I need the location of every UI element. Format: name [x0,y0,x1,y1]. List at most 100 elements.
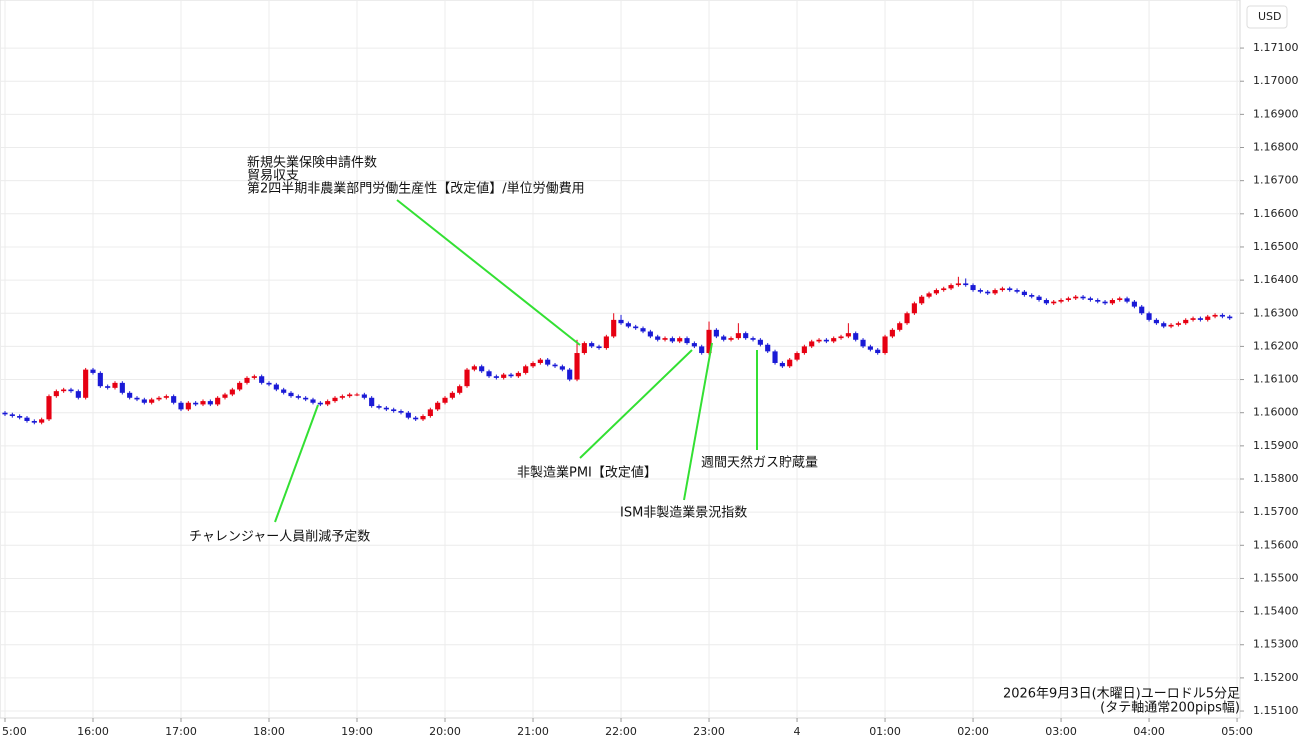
annotation-line [579,349,693,459]
candle-body [310,399,316,403]
candle-body [530,362,536,367]
candle-body [574,353,580,380]
candle-body [537,359,543,363]
candle-body [17,416,23,418]
candle-body [391,409,397,412]
candle-body [112,382,118,388]
candle-body [493,376,499,378]
candle-body [347,394,353,397]
candle-body [464,369,470,387]
candle-body [838,336,844,339]
candle-body [317,402,323,405]
y-tick-label: 1.15500 [1253,571,1299,584]
x-tick-label: 5:00 [2,725,27,738]
candle-body [200,401,206,405]
candle-body [339,396,345,398]
candle-body [1065,298,1071,300]
candle-body [655,336,661,340]
y-tick-label: 1.15400 [1253,605,1299,618]
candle-body [471,366,477,370]
candle-body [1219,314,1225,317]
candle-body [2,412,8,415]
candle-body [523,366,529,373]
candle-body [1014,290,1020,292]
annotation-line [396,199,581,346]
plot-frame [0,0,1241,719]
x-tick-label: 17:00 [165,725,197,738]
candle-body [53,391,59,397]
candle-body [61,389,67,392]
candle-body [281,389,287,393]
y-tick-label: 1.16900 [1253,107,1299,120]
x-tick-label: 16:00 [77,725,109,738]
candle-body [127,392,133,398]
candle-body [933,290,939,294]
candle-body [1117,298,1123,300]
candle-body [1007,288,1013,291]
candle-body [479,366,485,372]
candle-body [266,382,272,385]
candle-body [193,402,199,405]
candle-body [1146,313,1152,320]
caption: (タテ軸通常200pips幅) [1100,701,1240,716]
candle-body [508,374,514,377]
candle-body [244,377,250,383]
candle-body [1036,296,1042,300]
candle-body [1021,291,1027,296]
candle-body [669,338,675,342]
x-tick-label: 19:00 [341,725,373,738]
candle-body [68,389,74,392]
candle-body [779,362,785,367]
candle-body [919,296,925,304]
candle-body [405,412,411,418]
candle-body [237,382,243,390]
y-tick-label: 1.15700 [1253,505,1299,518]
x-tick-label: 22:00 [605,725,637,738]
candle-body [1161,323,1167,327]
candle-body [105,386,111,388]
candle-body [545,359,551,365]
candle-body [897,323,903,330]
candle-body [706,329,712,354]
candle-body [39,419,45,423]
candle-body [801,346,807,354]
y-tick-label: 1.15900 [1253,439,1299,452]
candle-body [955,283,961,286]
candle-body [435,402,441,410]
candle-body [735,333,741,339]
candle-body [1080,296,1086,299]
x-tick-label: 20:00 [429,725,461,738]
candle-body [1139,306,1145,314]
y-tick-label: 1.16400 [1253,273,1299,286]
candle-body [611,319,617,337]
candle-body [288,392,294,397]
candle-body [1153,319,1159,324]
candle-body [46,396,52,420]
candle-body [1168,324,1174,327]
x-tick-label: 05:00 [1221,725,1253,738]
candle-body [581,343,587,354]
annotation-text: 新規失業保険申請件数 [247,155,377,171]
candle-body [963,283,969,286]
candle-body [354,394,360,396]
candle-body [222,394,228,398]
candle-body [149,399,155,403]
x-tick-label: 18:00 [253,725,285,738]
candle-body [831,338,837,342]
candle-body [691,343,697,347]
candle-body [83,369,89,398]
candle-body [1175,323,1181,325]
x-tick-label: 01:00 [869,725,901,738]
candle-body [618,319,624,324]
candle-body [640,328,646,332]
currency-box [1246,5,1288,29]
candle-body [911,303,917,314]
candle-body [728,338,734,340]
candle-body [207,401,213,405]
candle-body [156,397,162,400]
annotation-text: ISM非製造業景況指数 [620,505,747,521]
candle-body [882,336,888,354]
candle-body [134,397,140,400]
y-tick-label: 1.16200 [1253,339,1299,352]
candle-body [559,366,565,370]
